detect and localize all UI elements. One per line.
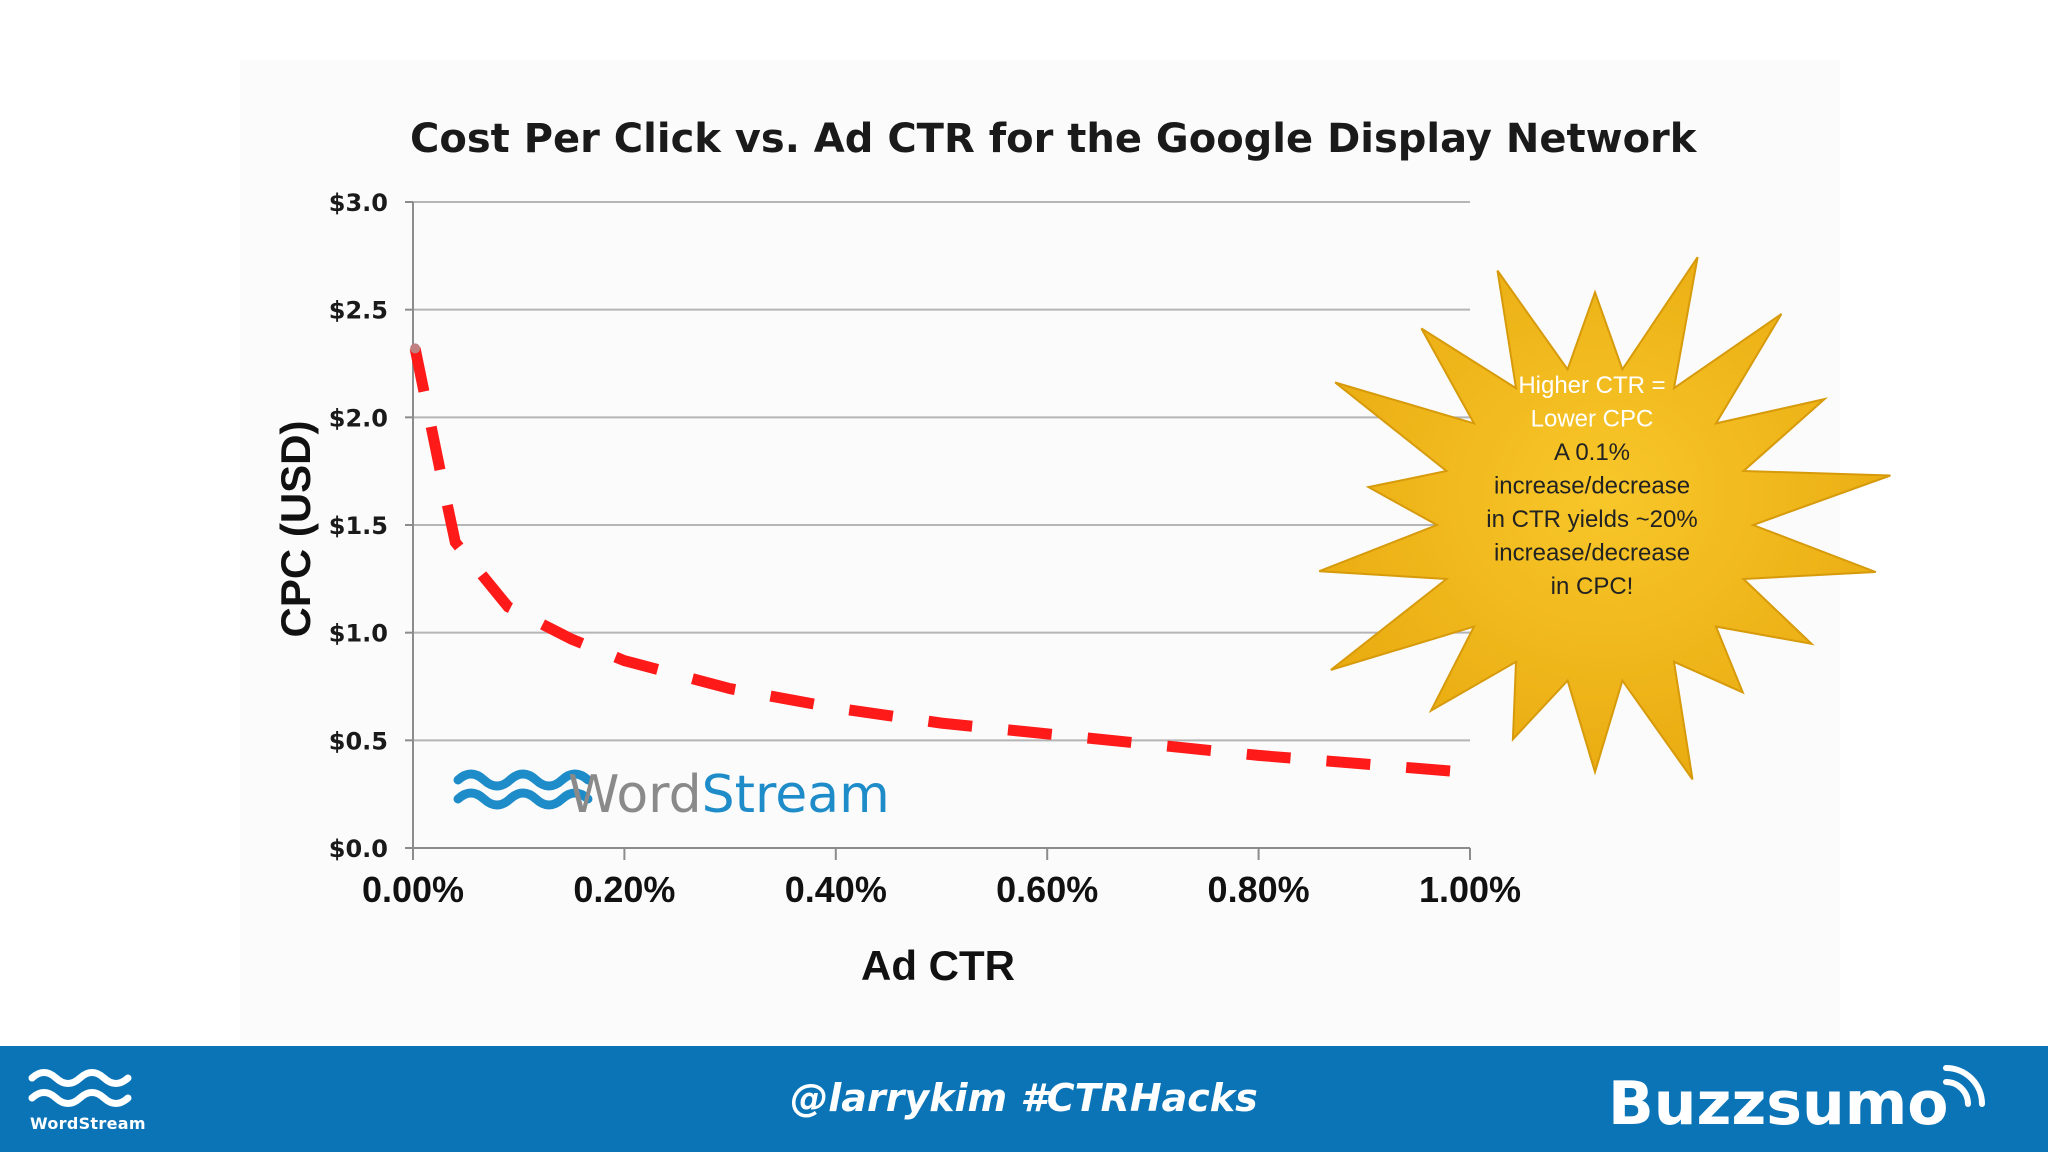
wordstream-footer-text: WordStream [30,1114,146,1133]
x-tick-label: 0.00% [362,869,464,910]
chart: Cost Per Click vs. Ad CTR for the Google… [272,116,1891,989]
starburst-text-line: A 0.1% [1554,439,1630,466]
x-axis-label: Ad CTR [861,942,1015,989]
starburst-shape [1318,256,1891,780]
starburst-text-line: Lower CPC [1531,406,1654,433]
starburst-text-line: increase/decrease [1494,540,1690,567]
starburst-text-line: in CTR yields ~20% [1486,506,1697,533]
wordstream-watermark: WordStream [453,765,890,825]
buzzsumo-text: Buzzsumo [1608,1069,1948,1139]
x-tick-label: 0.40% [785,869,887,910]
buzzsumo-logo: Buzzsumo [1608,1065,1985,1139]
wordstream-wave-icon [453,769,593,810]
y-tick-label: $1.5 [329,512,388,540]
x-tick-label: 0.20% [573,869,675,910]
y-tick-label: $2.5 [329,297,388,325]
chart-title: Cost Per Click vs. Ad CTR for the Google… [410,116,1698,162]
y-tick-label: $0.0 [329,835,388,863]
wordstream-word: Word [568,765,702,825]
wordstream-footer-wave-icon [28,1069,132,1107]
series-start-marker [410,343,421,354]
x-tick-labels: 0.00% 0.20% 0.40% 0.60% 0.80% 1.00% [362,869,1521,910]
footer-bar: WordStream @larrykim #CTRHacks Buzzsumo [0,1046,2048,1152]
axes [405,201,1471,860]
starburst-text-line: increase/decrease [1494,473,1690,500]
grid-lines [413,201,1470,742]
y-tick-label: $3.0 [329,189,388,217]
starburst-text-line: in CPC! [1551,573,1634,600]
y-tick-label: $1.0 [329,620,388,648]
y-tick-label: $0.5 [329,727,388,755]
y-axis-label: CPC (USD) [272,421,319,638]
y-tick-labels: $0.0 $0.5 $1.0 $1.5 $2.0 $2.5 $3.0 [329,189,388,863]
wordstream-watermark-text: WordStream [568,765,890,825]
y-tick-label: $2.0 [329,404,388,432]
starburst-callout: Higher CTR = Lower CPC A 0.1% increase/decr… [1318,256,1891,780]
starburst-text: Higher CTR = Lower CPC A 0.1% increase/decr… [1486,372,1697,600]
x-tick-label: 0.80% [1208,869,1310,910]
x-tick-label: 1.00% [1419,869,1521,910]
starburst-text-line: Higher CTR = [1518,372,1665,399]
wordstream-stream: Stream [702,765,890,825]
series-points [410,343,1471,773]
buzzsumo-signal-icon [1943,1065,1985,1107]
footer-handle: @larrykim #CTRHacks [790,1076,1258,1120]
x-tick-label: 0.60% [996,869,1098,910]
